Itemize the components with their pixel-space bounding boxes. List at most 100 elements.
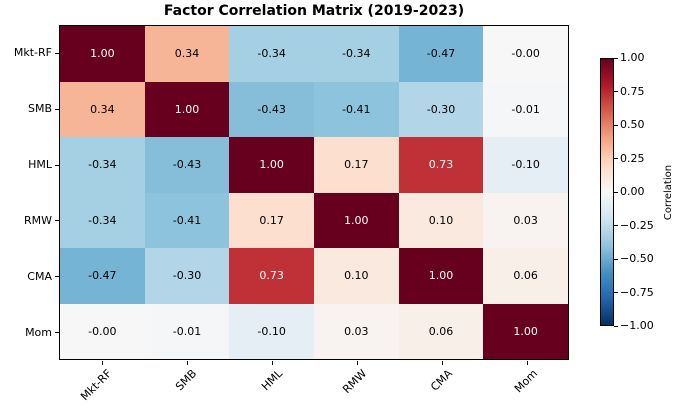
cell-value: 0.03 [344, 324, 369, 338]
colorbar-gradient [601, 59, 613, 325]
cell-value: -0.47 [426, 47, 456, 61]
y-tick-label: RMW [23, 213, 52, 227]
cell-value: 1.00 [174, 102, 200, 116]
cell-value: 1.00 [344, 213, 369, 227]
cell-value: 0.17 [344, 158, 369, 172]
heatmap-cell: 0.17 [313, 137, 399, 193]
tick-mark [614, 57, 618, 59]
tick-mark [614, 124, 618, 126]
cell-value: 0.10 [344, 269, 369, 283]
heatmap-cell: 0.10 [313, 248, 399, 304]
tick-mark [55, 332, 59, 334]
colorbar-tick-label: −0.25 [620, 218, 654, 232]
chart-title: Factor Correlation Matrix (2019-2023) [163, 3, 465, 19]
cell-value: 0.06 [513, 269, 538, 283]
colorbar-tick-label: −0.75 [620, 285, 654, 299]
y-axis-tick-labels: Mkt-RF SMB HML RMW CMA Mom [0, 25, 52, 360]
heatmap-cell: 0.73 [229, 248, 314, 304]
heatmap-cell: 1.00 [60, 26, 145, 82]
colorbar-tick-label: 1.00 [620, 51, 645, 64]
heatmap-cell: -0.01 [144, 303, 230, 359]
tick-mark [55, 220, 59, 222]
x-tick-label: HML [258, 367, 285, 394]
heatmap-cell: 0.34 [60, 81, 145, 137]
heatmap-cell: -0.43 [144, 137, 230, 193]
heatmap-cell: 0.17 [229, 192, 314, 248]
cell-value: 0.34 [90, 102, 115, 116]
colorbar-tick-label: 0.25 [620, 151, 645, 165]
x-tick-label: Mom [511, 367, 540, 396]
cell-value: -0.10 [511, 158, 540, 172]
tick-mark [526, 361, 528, 365]
heatmap-cell: -0.34 [60, 137, 145, 193]
heatmap-grid: 1.00 0.34 -0.34 -0.34 -0.47 -0.00 0.34 1.00 -0.4… [59, 25, 569, 360]
x-tick-label: CMA [428, 367, 455, 394]
heatmap-cell: -0.10 [483, 137, 568, 193]
heatmap-cell: 1.00 [313, 192, 399, 248]
cell-value: -0.10 [257, 324, 286, 338]
heatmap-cell: -0.30 [398, 81, 484, 137]
cell-value: 0.10 [428, 213, 454, 227]
tick-mark [356, 361, 358, 365]
heatmap-cell: 0.06 [398, 303, 484, 359]
tick-mark [186, 361, 188, 365]
cell-value: 1.00 [259, 158, 284, 172]
heatmap-cell: -0.41 [144, 192, 230, 248]
heatmap-cell: -0.00 [483, 26, 568, 82]
y-tick-label: Mkt-RF [13, 46, 52, 60]
tick-mark [614, 225, 618, 226]
tick-mark [614, 292, 618, 293]
heatmap-cell: 0.03 [313, 303, 399, 359]
heatmap-cell: -0.01 [483, 81, 568, 137]
cell-value: 1.00 [513, 324, 538, 338]
cell-value: -0.01 [172, 324, 202, 338]
y-tick-label: HML [28, 158, 52, 172]
cell-value: -0.00 [511, 47, 540, 61]
heatmap-cell: 1.00 [398, 248, 484, 304]
heatmap-cell: -0.30 [144, 248, 230, 304]
heatmap-cell: -0.41 [313, 81, 399, 137]
tick-mark [614, 258, 618, 260]
tick-mark [55, 276, 59, 278]
colorbar-tick-label: −1.00 [620, 319, 654, 332]
cell-value: 0.34 [174, 47, 200, 61]
tick-mark [101, 361, 103, 365]
heatmap-cell: -0.00 [60, 303, 145, 359]
cell-value: -0.00 [88, 324, 117, 338]
heatmap-cell: -0.43 [229, 81, 314, 137]
tick-mark [55, 164, 59, 166]
colorbar [600, 58, 614, 326]
cell-value: -0.01 [511, 102, 540, 116]
heatmap-cell: -0.34 [313, 26, 399, 82]
colorbar-tick-label: 0.75 [620, 84, 645, 98]
cell-value: 0.03 [513, 213, 538, 227]
heatmap-cell: -0.47 [60, 248, 145, 304]
heatmap-cell: 0.73 [398, 137, 484, 193]
tick-mark [441, 361, 443, 365]
heatmap-cell: 0.03 [483, 192, 568, 248]
y-tick-label: CMA [27, 269, 52, 283]
heatmap-cell: -0.47 [398, 26, 484, 82]
cell-value: 0.73 [428, 158, 454, 172]
tick-mark [55, 108, 59, 110]
cell-value: -0.34 [257, 47, 286, 61]
cell-value: -0.30 [172, 269, 202, 283]
cell-value: -0.43 [172, 158, 202, 172]
colorbar-axis-label-wrap: Correlation [661, 58, 676, 326]
x-tick-label: Mkt-RF [78, 367, 115, 404]
cell-value: -0.34 [88, 213, 117, 227]
cell-value: -0.41 [342, 102, 371, 116]
x-tick-label: RMW [340, 367, 370, 397]
tick-mark [55, 52, 59, 54]
cell-value: -0.41 [172, 213, 202, 227]
heatmap-cell: -0.34 [229, 26, 314, 82]
colorbar-tick-label: 0.50 [620, 118, 645, 131]
tick-mark [614, 191, 618, 193]
colorbar-tick-label: −0.50 [620, 252, 654, 265]
cell-value: -0.43 [257, 102, 286, 116]
cell-value: 0.06 [428, 324, 454, 338]
heatmap-cell: 0.06 [483, 248, 568, 304]
cell-value: 1.00 [90, 47, 115, 61]
y-tick-label: Mom [25, 325, 52, 339]
